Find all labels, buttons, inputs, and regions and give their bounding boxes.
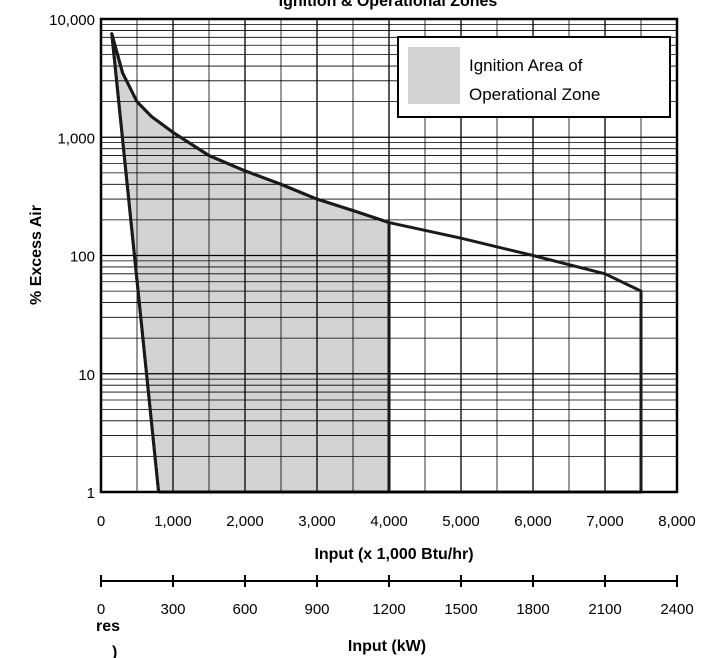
series-outlines bbox=[110, 32, 643, 494]
kw-axis-title: Input (kW) bbox=[348, 638, 426, 655]
corner-text-fragment-2: ) bbox=[112, 644, 117, 658]
kw-tick-label: 2100 bbox=[588, 601, 621, 618]
kw-tick-label: 1500 bbox=[444, 601, 477, 618]
legend: Ignition Area of Operational Zone bbox=[397, 36, 671, 118]
y-tick-label: 10 bbox=[78, 367, 95, 384]
y-tick-label: 10,000 bbox=[49, 12, 95, 29]
legend-swatch bbox=[408, 47, 460, 104]
legend-label: Ignition Area of bbox=[469, 56, 583, 75]
ignition-area-fill bbox=[111, 33, 390, 492]
x-tick-label: 5,000 bbox=[442, 513, 480, 530]
x-tick-label: 6,000 bbox=[514, 513, 552, 530]
y-tick-labels: 1 10 100 1,000 10,000 bbox=[49, 12, 95, 502]
x-tick-label: 7,000 bbox=[586, 513, 624, 530]
y-axis-title: % Excess Air bbox=[28, 205, 45, 305]
operational-zone-line bbox=[110, 32, 643, 494]
x-tick-label: 2,000 bbox=[226, 513, 264, 530]
corner-text-fragment-1: res bbox=[96, 618, 120, 635]
x-tick-label: 4,000 bbox=[370, 513, 408, 530]
x-tick-label: 1,000 bbox=[154, 513, 192, 530]
x-tick-labels: 0 1,000 2,000 3,000 4,000 5,000 6,000 7,000 8,00… bbox=[97, 513, 696, 530]
y-tick-label: 100 bbox=[70, 249, 95, 266]
y-tick-label: 1,000 bbox=[57, 130, 95, 147]
kw-tick-label: 2400 bbox=[660, 601, 693, 618]
kw-axis: 0 300 600 900 1200 1500 1800 2100 2400 bbox=[97, 575, 694, 618]
y-tick-label: 1 bbox=[87, 485, 95, 502]
kw-tick-label: 900 bbox=[304, 601, 329, 618]
chart-title: Ignition & Operational Zones bbox=[279, 0, 498, 10]
series-layer bbox=[111, 33, 390, 492]
kw-tick-label: 1200 bbox=[372, 601, 405, 618]
x-tick-label: 8,000 bbox=[658, 513, 696, 530]
kw-tick-label: 600 bbox=[232, 601, 257, 618]
kw-tick-label: 300 bbox=[160, 601, 185, 618]
kw-tick-label: 1800 bbox=[516, 601, 549, 618]
legend-label: Operational Zone bbox=[469, 85, 600, 104]
x-axis-title: Input (x 1,000 Btu/hr) bbox=[314, 546, 473, 563]
plot-frame bbox=[99, 17, 679, 494]
x-tick-label: 3,000 bbox=[298, 513, 336, 530]
kw-tick-label: 0 bbox=[97, 601, 105, 618]
x-tick-label: 0 bbox=[97, 513, 105, 530]
